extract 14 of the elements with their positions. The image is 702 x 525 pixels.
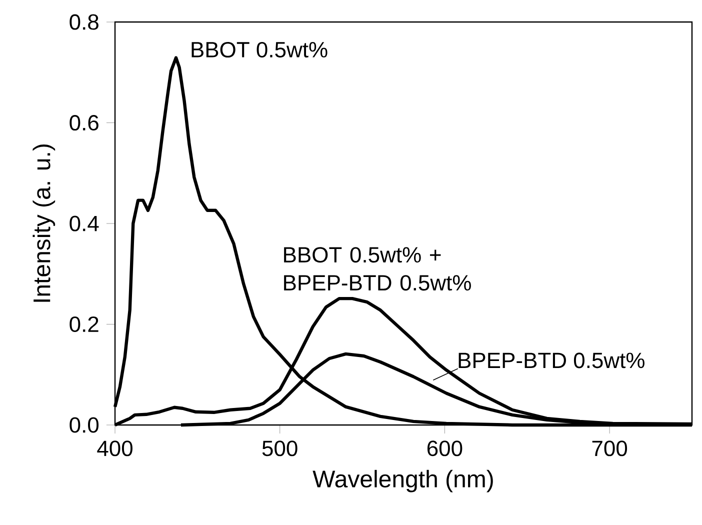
- y-tick-label: 0.0: [70, 417, 99, 433]
- x-tick-label: 700: [592, 440, 628, 456]
- series-label: BBOT 0.5wt% + BPEP-BTD 0.5wt%: [284, 247, 471, 291]
- y-tick-label: 0.2: [70, 316, 98, 332]
- y-tick-label: 0.6: [70, 114, 98, 131]
- x-tick-label: 600: [427, 440, 462, 456]
- x-tick-label: 500: [262, 440, 298, 456]
- y-axis-title: Intensity (a. u.): [32, 144, 56, 302]
- x-tick-label: 400: [97, 440, 132, 456]
- y-tick-label: 0.8: [70, 14, 98, 30]
- x-axis-title: Wavelength (nm): [312, 470, 493, 492]
- series-label: BBOT 0.5wt%: [192, 42, 328, 58]
- y-tick-label: 0.4: [70, 216, 99, 232]
- legend-label: BPEP-BTD 0.5wt%: [458, 352, 644, 368]
